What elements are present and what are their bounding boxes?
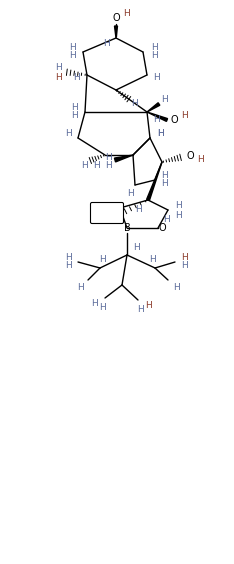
Text: H: H [182,253,188,262]
Text: O: O [112,13,120,23]
Polygon shape [114,155,133,162]
Text: H: H [162,95,168,104]
Text: H: H [65,130,71,139]
Text: H: H [72,104,78,112]
Text: H: H [128,190,134,199]
Text: H: H [175,210,181,219]
Polygon shape [114,26,117,38]
Text: O: O [170,115,178,125]
Text: H: H [56,73,62,82]
Text: H: H [137,306,143,315]
Text: H: H [65,253,71,262]
Text: H: H [74,73,80,82]
Text: H: H [131,99,137,108]
Text: H: H [163,215,169,224]
Text: H: H [151,43,157,52]
Text: H: H [106,161,112,170]
Text: H: H [162,179,168,188]
Text: H: H [94,161,100,170]
Text: H: H [106,152,112,161]
Text: O: O [186,151,194,161]
Text: H: H [150,255,156,265]
Text: H: H [65,261,71,270]
FancyBboxPatch shape [91,202,124,223]
Text: H: H [157,130,163,139]
Polygon shape [147,103,160,112]
Text: H: H [104,38,110,47]
Text: H: H [69,43,75,52]
Polygon shape [146,162,162,201]
Text: H: H [197,156,203,165]
Polygon shape [147,112,168,121]
Text: H: H [182,261,188,270]
Text: H: H [154,73,160,82]
Text: H: H [99,255,105,265]
Text: H: H [157,129,163,138]
Text: H: H [69,51,75,60]
Text: H: H [181,112,187,121]
Text: H: H [151,51,157,60]
Text: H: H [82,161,88,170]
Text: H: H [145,301,151,310]
Text: H: H [173,284,179,293]
Text: H: H [133,243,139,252]
Text: B: B [124,223,130,233]
Text: H: H [72,112,78,121]
Text: H: H [100,303,106,312]
Text: H: H [56,64,62,73]
Text: H: H [175,200,181,209]
Text: H: H [124,8,130,17]
Text: H: H [154,116,160,125]
Text: O: O [158,223,166,233]
Text: H: H [92,298,98,307]
Text: H: H [162,171,168,180]
Text: H: H [77,284,83,293]
Text: H: H [135,205,141,214]
Text: Abs: Abs [99,209,115,218]
